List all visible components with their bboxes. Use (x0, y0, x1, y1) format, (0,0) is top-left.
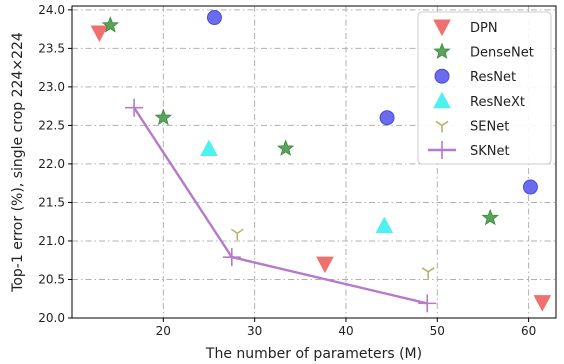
data-point (277, 139, 295, 156)
data-point (481, 208, 499, 226)
legend-label: ResNet (470, 70, 516, 85)
data-point (230, 228, 244, 241)
series-resnext (200, 139, 394, 234)
legend-label: SENet (470, 119, 509, 134)
series-dpn (90, 25, 552, 312)
data-point (522, 179, 538, 195)
grid (72, 6, 556, 319)
legend-marker (433, 19, 451, 37)
y-tick-label: 21.5 (38, 195, 65, 209)
x-tick-label: 20 (156, 324, 171, 338)
series-senet (230, 228, 435, 279)
legend-item: SKNet (428, 141, 510, 159)
y-tick-label: 23.5 (38, 41, 65, 55)
y-tick-label: 20.5 (38, 272, 65, 286)
data-point (421, 267, 435, 279)
legend-item: DPN (433, 19, 498, 37)
legend-label: SKNet (470, 144, 510, 159)
legend-box (417, 11, 552, 165)
series-sknet (125, 98, 437, 313)
x-tick-label: 30 (247, 324, 262, 338)
data-point (375, 216, 394, 234)
legend-item: ResNet (434, 68, 516, 85)
legend-item: ResNeXt (433, 91, 525, 110)
legend-label: DPN (470, 21, 498, 36)
x-tick-label: 50 (430, 324, 445, 338)
x-axis-label: The number of parameters (M) (205, 346, 422, 362)
y-axis-label: Top-1 error (%), single crop 224×224 (10, 32, 26, 293)
legend-marker (433, 91, 451, 109)
legend-label: DenseNet (470, 46, 534, 61)
plot-frame (71, 5, 557, 319)
series-resnet (206, 10, 538, 195)
legend-marker (433, 42, 451, 59)
x-tick-label: 40 (338, 324, 353, 338)
data-series (90, 10, 552, 313)
data-point (200, 139, 218, 157)
legend-marker (433, 141, 451, 159)
series-line (133, 107, 428, 305)
y-tick-label: 20.0 (38, 311, 65, 325)
legend: DPN DenseNet ResNet ResNeXt SENet SKNet (417, 11, 552, 165)
data-point (379, 110, 395, 126)
y-tick-label: 21.0 (38, 234, 65, 248)
data-point (418, 294, 437, 313)
series-densenet (101, 16, 499, 226)
x-tick-label: 60 (521, 324, 536, 338)
data-point (101, 16, 120, 33)
y-tick-label: 22.0 (38, 157, 65, 171)
legend-item: SENet (435, 119, 509, 134)
data-point (90, 25, 109, 43)
data-point (533, 295, 552, 312)
data-point (206, 10, 222, 26)
axis-ticks: 20 30 40 50 60 20.0 20.5 21.0 21.5 22.0 22.5 23.0 23… (38, 3, 536, 338)
y-tick-label: 24.0 (38, 3, 65, 17)
data-point (154, 108, 173, 126)
y-tick-label: 22.5 (38, 118, 65, 132)
data-point (222, 248, 241, 267)
legend-marker (434, 68, 450, 84)
data-point (125, 98, 144, 117)
legend-label: ResNeXt (470, 95, 525, 110)
legend-marker (435, 120, 449, 133)
y-tick-label: 23.0 (38, 80, 65, 94)
legend-item: DenseNet (433, 42, 534, 61)
data-point (316, 256, 334, 274)
